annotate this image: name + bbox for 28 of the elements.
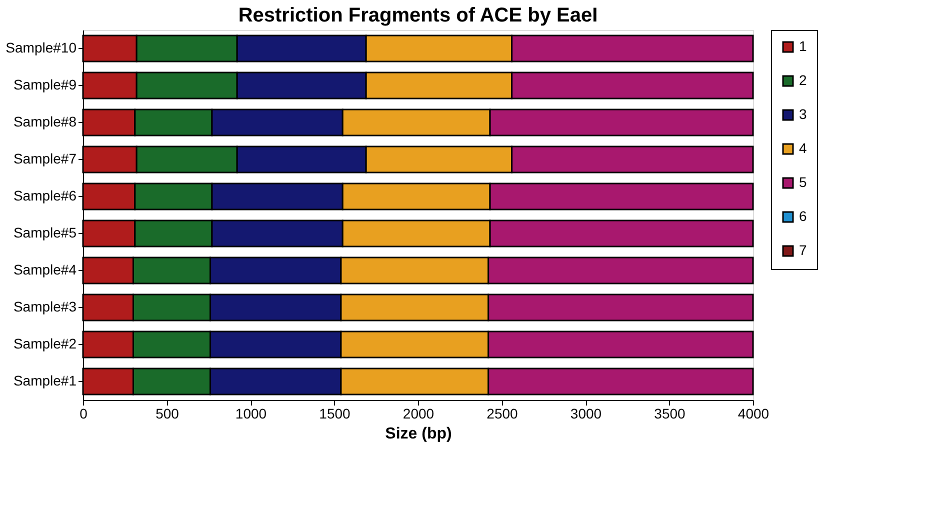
x-tick-label: 1500	[319, 406, 351, 422]
legend-label: 7	[799, 242, 807, 258]
y-tick-label: Sample#8	[13, 114, 77, 130]
y-tick-label: Sample#2	[13, 336, 77, 352]
x-tick-label: 0	[80, 406, 88, 422]
y-tick-label: Sample#6	[13, 188, 77, 204]
x-tick-label: 3500	[654, 406, 686, 422]
chart-title: Restriction Fragments of ACE by EaeI	[238, 4, 598, 26]
x-axis-title: Size (bp)	[385, 426, 452, 442]
legend-label: 4	[799, 140, 807, 156]
x-tick-label: 4000	[738, 406, 770, 422]
legend-label: 5	[799, 174, 807, 190]
x-tick-label: 3000	[570, 406, 602, 422]
x-tick-label: 2500	[486, 406, 518, 422]
legend-label: 1	[799, 38, 807, 54]
legend-label: 2	[799, 72, 807, 88]
legend-label: 6	[799, 208, 807, 224]
y-tick-label: Sample#5	[13, 224, 77, 240]
y-tick-label: Sample#7	[13, 150, 77, 166]
x-tick-label: 500	[156, 406, 180, 422]
x-tick-label: 1000	[235, 406, 267, 422]
y-tick-label: Sample#10	[6, 40, 77, 56]
legend-label: 3	[799, 106, 807, 122]
x-tick-label: 2000	[402, 406, 434, 422]
y-tick-label: Sample#1	[13, 372, 77, 388]
y-tick-label: Sample#9	[13, 76, 77, 92]
y-tick-label: Sample#4	[13, 262, 77, 278]
y-tick-label: Sample#3	[13, 298, 77, 314]
